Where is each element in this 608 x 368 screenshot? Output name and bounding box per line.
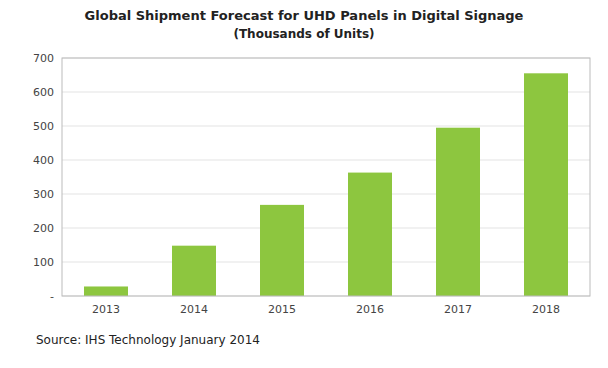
x-tick-label: 2018 bbox=[532, 303, 560, 316]
y-tick-label: 700 bbox=[33, 52, 54, 65]
annotation: Source: IHS Technology January 2014 bbox=[36, 333, 260, 347]
y-tick-label: 300 bbox=[33, 188, 54, 201]
bar bbox=[436, 128, 480, 296]
grid-line bbox=[62, 228, 590, 229]
y-tick-label: 200 bbox=[33, 222, 54, 235]
grid-line bbox=[62, 194, 590, 195]
bar bbox=[84, 286, 128, 296]
bar bbox=[524, 73, 568, 296]
x-tick-label: 2014 bbox=[180, 303, 208, 316]
x-tick-label: 2015 bbox=[268, 303, 296, 316]
plot-frame bbox=[62, 58, 590, 296]
grid-line bbox=[62, 92, 590, 93]
x-tick-label: 2013 bbox=[92, 303, 120, 316]
grid-line bbox=[62, 160, 590, 161]
grid-line bbox=[62, 126, 590, 127]
y-tick-label: 600 bbox=[33, 86, 54, 99]
grid bbox=[62, 58, 590, 296]
chart-container: Global Shipment Forecast for UHD Panels … bbox=[0, 0, 608, 368]
bar bbox=[348, 173, 392, 296]
subtitle: (Thousands of Units) bbox=[233, 27, 374, 41]
bar bbox=[260, 205, 304, 296]
title: Global Shipment Forecast for UHD Panels … bbox=[85, 8, 524, 23]
y-tick-label: - bbox=[50, 290, 54, 303]
x-tick-label: 2016 bbox=[356, 303, 384, 316]
bars bbox=[84, 73, 568, 296]
bar bbox=[172, 246, 216, 296]
grid-line bbox=[62, 262, 590, 263]
x-tick-label: 2017 bbox=[444, 303, 472, 316]
y-tick-label: 100 bbox=[33, 256, 54, 269]
y-tick-label: 400 bbox=[33, 154, 54, 167]
y-tick-label: 500 bbox=[33, 120, 54, 133]
chart-svg: Global Shipment Forecast for UHD Panels … bbox=[0, 0, 608, 368]
